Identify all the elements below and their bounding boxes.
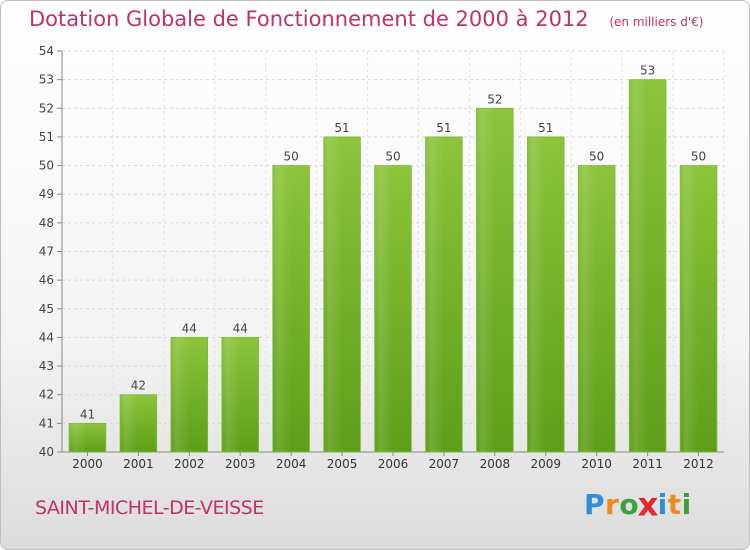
- y-tick-label: 45: [39, 302, 54, 316]
- bar-highlight: [527, 136, 546, 452]
- x-tick-label-2012: 2012: [683, 457, 714, 471]
- bar-highlight: [272, 165, 292, 453]
- logo-letter: x: [637, 485, 660, 524]
- bar-highlight: [170, 337, 190, 452]
- y-tick-label: 42: [39, 388, 54, 402]
- y-tick-label: 48: [39, 216, 54, 230]
- y-tick-label: 40: [39, 445, 54, 459]
- x-tick-label-2011: 2011: [632, 457, 663, 471]
- y-tick-label: 44: [39, 330, 54, 344]
- chart-title-text: Dotation Globale de Fonctionnement de 20…: [29, 7, 589, 31]
- commune-name: SAINT-MICHEL-DE-VEISSE: [35, 497, 264, 519]
- data-label-2006: 50: [385, 150, 400, 164]
- data-label-2011: 53: [640, 64, 655, 78]
- data-label-2005: 51: [334, 121, 349, 135]
- x-tick-label-2005: 2005: [327, 457, 358, 471]
- logo-letter: t: [667, 488, 682, 521]
- x-tick-label-2010: 2010: [581, 457, 612, 471]
- data-label-2001: 42: [131, 379, 146, 393]
- data-label-2012: 50: [691, 150, 706, 164]
- data-label-2010: 50: [589, 150, 604, 164]
- bar-highlight: [629, 79, 648, 453]
- x-tick-label-2000: 2000: [72, 457, 103, 471]
- data-label-2007: 51: [436, 121, 451, 135]
- proxiti-logo: Proxiti: [584, 485, 692, 524]
- bar-highlight: [578, 165, 597, 453]
- bar-highlight: [680, 165, 699, 453]
- y-tick-label: 49: [39, 187, 54, 201]
- logo-letter: i: [681, 488, 692, 521]
- y-tick-label: 41: [39, 416, 54, 430]
- bar-highlight: [425, 136, 444, 452]
- bar-highlight: [120, 394, 139, 452]
- y-tick-label: 53: [39, 73, 54, 87]
- data-label-2000: 41: [80, 407, 95, 421]
- chart-unit: (en milliers d'€): [609, 15, 704, 29]
- y-tick-label: 51: [39, 130, 54, 144]
- bars: [68, 79, 718, 453]
- x-tick-label-2003: 2003: [225, 457, 256, 471]
- y-tick-label: 54: [39, 44, 54, 58]
- labels: 41 2000 42 2001 44 2002 44 2003 50 2004 51 2005 50 20…: [72, 64, 714, 471]
- bar-highlight: [476, 108, 495, 453]
- x-tick-label-2009: 2009: [530, 457, 561, 471]
- data-label-2002: 44: [182, 321, 197, 335]
- bar-highlight: [69, 423, 88, 452]
- logo-letter: r: [605, 488, 620, 521]
- logo-letter: o: [619, 488, 640, 521]
- x-tick-label-2002: 2002: [174, 457, 205, 471]
- bar-highlight: [221, 337, 241, 452]
- axes: 40 41 42 43 44 45 46 47 48 49 50 51 52 53 54: [39, 44, 724, 459]
- x-tick-label-2004: 2004: [276, 457, 307, 471]
- chart-title: Dotation Globale de Fonctionnement de 20…: [29, 7, 703, 31]
- y-tick-label: 43: [39, 359, 54, 373]
- bar-highlight: [374, 165, 393, 453]
- y-tick-label: 46: [39, 273, 54, 287]
- data-label-2008: 52: [487, 92, 502, 106]
- y-tick-label: 50: [39, 159, 54, 173]
- x-tick-label-2007: 2007: [429, 457, 460, 471]
- x-tick-label-2008: 2008: [480, 457, 511, 471]
- logo-letter: P: [584, 488, 606, 521]
- y-tick-label: 47: [39, 245, 54, 259]
- data-label-2003: 44: [233, 321, 248, 335]
- data-label-2009: 51: [538, 121, 553, 135]
- y-tick-label: 52: [39, 101, 54, 115]
- x-tick-label-2001: 2001: [123, 457, 154, 471]
- bar-highlight: [323, 136, 343, 452]
- data-label-2004: 50: [284, 150, 299, 164]
- logo-letter: i: [657, 488, 668, 521]
- x-tick-label-2006: 2006: [378, 457, 409, 471]
